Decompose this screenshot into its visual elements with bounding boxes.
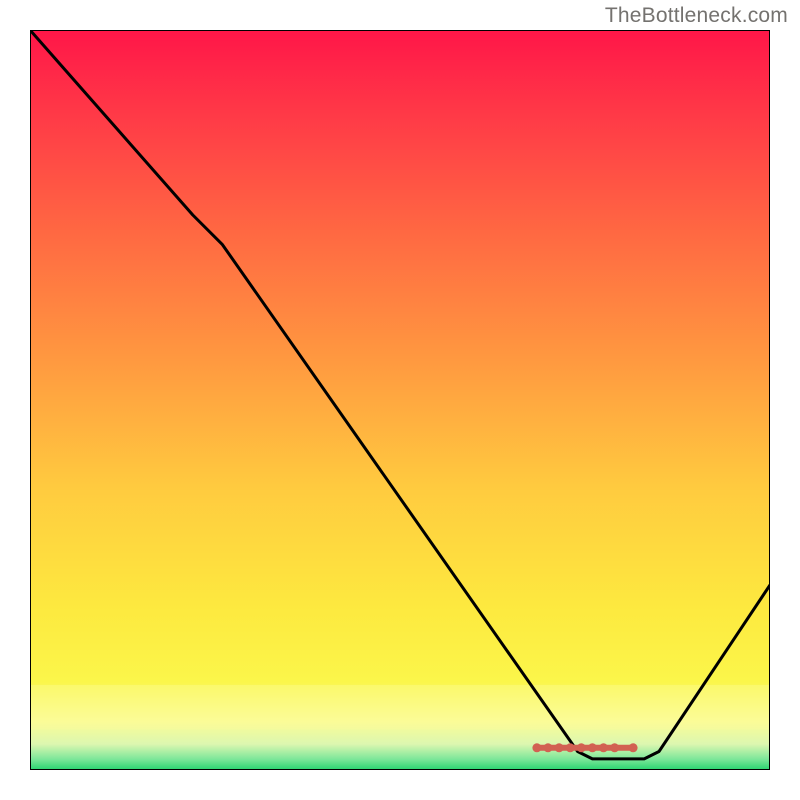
marker-dot — [577, 743, 586, 752]
pale-yellow-band — [30, 685, 770, 729]
marker-dot — [599, 743, 608, 752]
marker-dot — [532, 743, 541, 752]
marker-dot — [629, 743, 638, 752]
chart-svg — [30, 30, 770, 770]
chart-plot-area — [30, 30, 770, 770]
marker-dot — [566, 743, 575, 752]
marker-dot — [610, 743, 619, 752]
chart-background — [30, 30, 770, 770]
attribution-text: TheBottleneck.com — [605, 4, 788, 28]
marker-dot — [555, 743, 564, 752]
marker-dot — [544, 743, 553, 752]
marker-dot — [588, 743, 597, 752]
